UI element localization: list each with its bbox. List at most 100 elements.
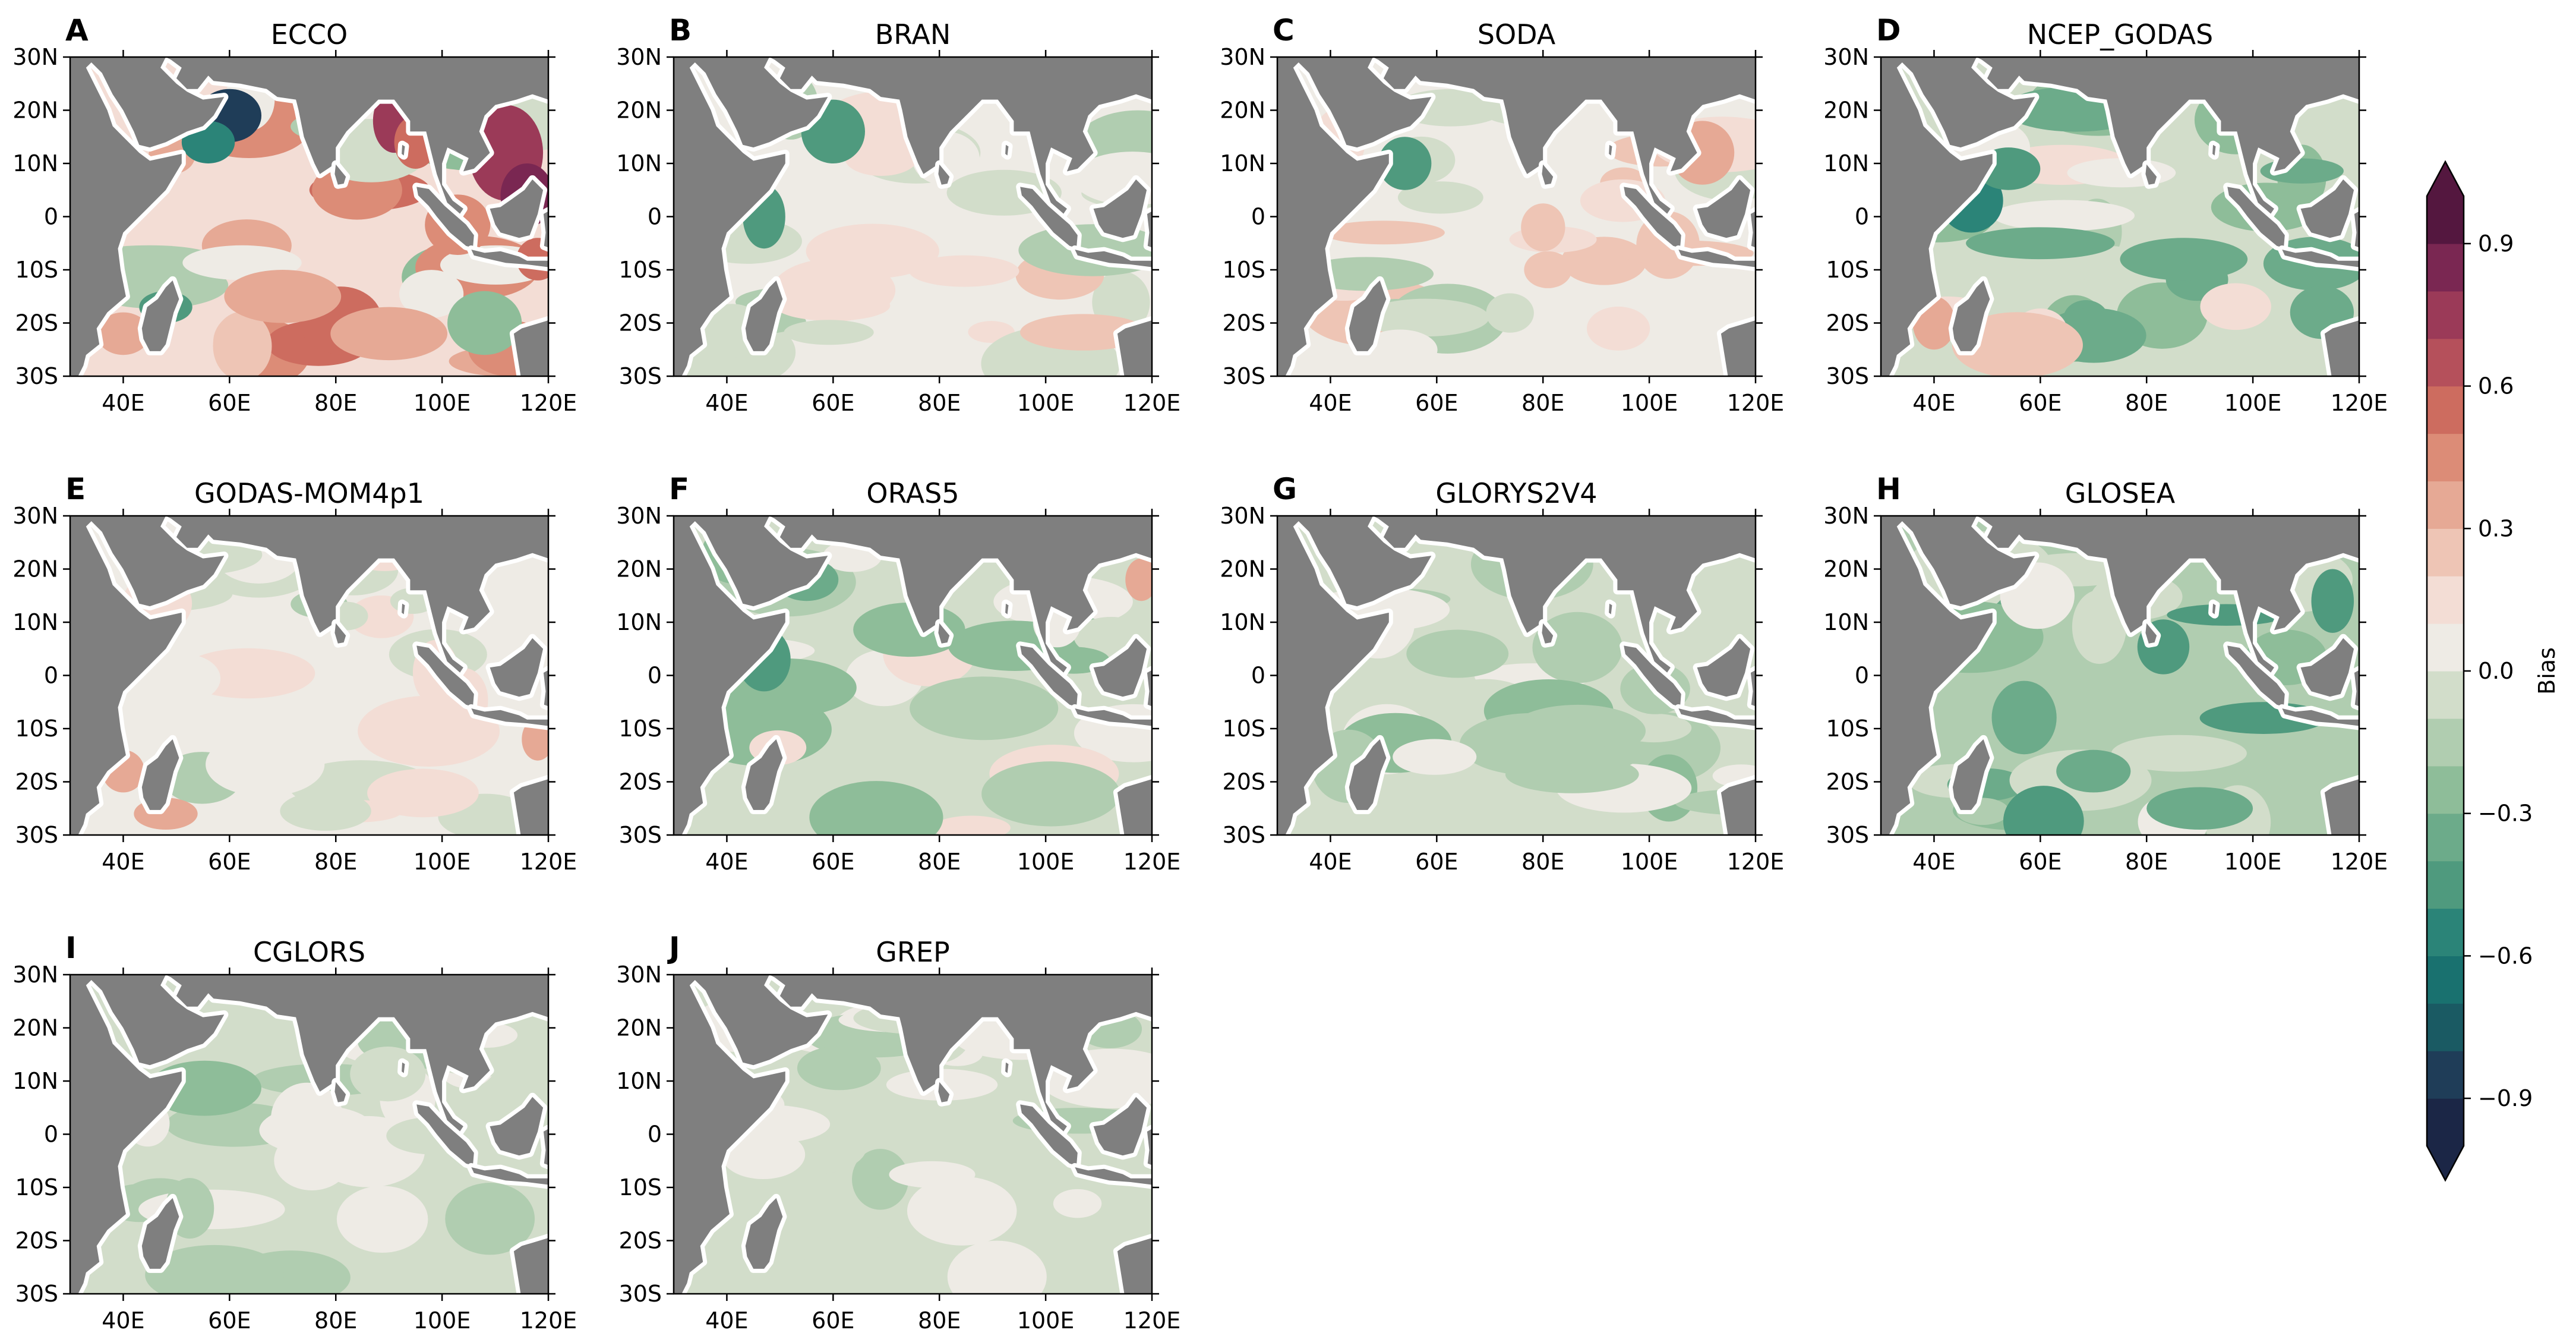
y-tick-label: 10N: [616, 1068, 662, 1094]
bias-contour-patch: [1393, 739, 1477, 775]
island: [1693, 175, 1755, 242]
colorbar-segment: [2427, 481, 2464, 529]
island: [467, 1163, 548, 1189]
panel-title: GODAS-MOM4p1: [194, 477, 424, 509]
x-tick-label: 120E: [1123, 390, 1181, 416]
bias-contour-patch: [1966, 227, 2115, 260]
y-tick-label: 0: [648, 663, 662, 689]
x-tick-label: 40E: [705, 849, 748, 875]
island: [467, 704, 548, 730]
bias-contour-patch: [909, 255, 1019, 287]
island: [397, 140, 409, 160]
colorbar-segment: [2427, 291, 2464, 339]
bias-contour-patch: [772, 259, 896, 322]
island: [397, 1058, 409, 1077]
panel-letter: C: [1273, 13, 1295, 48]
bias-contour-patch: [445, 1183, 535, 1255]
x-tick-label: 120E: [1727, 849, 1785, 875]
island: [485, 634, 548, 701]
x-tick-label: 80E: [1521, 390, 1564, 416]
y-tick-label: 30N: [12, 503, 58, 529]
x-tick-label: 80E: [918, 390, 961, 416]
island: [1538, 160, 1558, 189]
y-tick-label: 10N: [616, 609, 662, 635]
x-tick-label: 60E: [1415, 390, 1458, 416]
bias-contour-patch: [447, 291, 522, 355]
bias-contour-patch: [1459, 713, 1605, 776]
island: [1948, 735, 1994, 814]
bias-contour-patch: [933, 815, 1011, 835]
x-tick-label: 120E: [1123, 1307, 1181, 1334]
colorbar-tick-label: 0.6: [2478, 373, 2514, 399]
y-tick-label: 20N: [1823, 556, 1869, 582]
bias-contour-patch: [797, 1046, 881, 1091]
colorbar-segment: [2427, 1051, 2464, 1099]
island: [2141, 619, 2161, 648]
panel-title: CGLORS: [253, 936, 365, 968]
y-tick-label: 0: [44, 663, 58, 689]
x-tick-label: 60E: [208, 849, 251, 875]
y-tick-label: 20N: [616, 97, 662, 124]
land-mass: [70, 516, 548, 835]
bias-contour-patch: [2200, 283, 2271, 330]
y-tick-label: 10N: [1823, 609, 1869, 635]
island: [2141, 160, 2161, 189]
y-tick-label: 10S: [619, 716, 662, 742]
y-tick-label: 20N: [12, 97, 58, 124]
bias-contour-patch: [2003, 786, 2084, 835]
colorbar-segment: [2427, 813, 2464, 862]
island: [1674, 245, 1756, 272]
colorbar: 0.9 0.6 0.3 0.0 −0.3 −0.6 −0.9 Bias: [2426, 160, 2560, 1182]
y-tick-label: 30N: [616, 44, 662, 70]
panel-letter: I: [65, 931, 77, 965]
x-tick-label: 60E: [2019, 849, 2062, 875]
y-tick-label: 10N: [12, 1068, 58, 1094]
x-tick-label: 100E: [1017, 1307, 1075, 1334]
x-tick-label: 60E: [208, 1307, 251, 1334]
island: [1693, 634, 1755, 701]
x-tick-label: 40E: [102, 390, 144, 416]
panel-title: SODA: [1478, 18, 1556, 51]
x-tick-label: 40E: [1309, 849, 1352, 875]
bias-contour-patch: [2311, 569, 2354, 633]
y-tick-label: 30S: [1826, 363, 1869, 389]
bias-contour-patch: [889, 1161, 976, 1188]
y-tick-label: 0: [44, 1121, 58, 1148]
bias-contour-patch: [852, 1149, 909, 1210]
bias-contour-patch: [845, 140, 918, 176]
y-tick-label: 20N: [1220, 97, 1265, 124]
x-tick-label: 80E: [314, 1307, 357, 1334]
y-tick-label: 20N: [12, 556, 58, 582]
panel-letter: G: [1273, 472, 1297, 506]
bias-contour-patch: [721, 1130, 806, 1180]
panel-title: NCEP_GODAS: [2027, 18, 2213, 51]
bias-contour-patch: [790, 1237, 926, 1265]
colorbar-tick-label: −0.9: [2478, 1085, 2533, 1111]
x-tick-label: 80E: [1521, 849, 1564, 875]
y-tick-label: 10S: [15, 1174, 58, 1200]
colorbar-segment: [2427, 718, 2464, 767]
y-tick-label: 30S: [1826, 822, 1869, 848]
island: [397, 599, 409, 619]
x-tick-label: 100E: [2224, 390, 2282, 416]
colorbar-segment: [2427, 908, 2464, 956]
y-tick-label: 30N: [616, 503, 662, 529]
island: [1113, 316, 1152, 376]
panel-title: GREP: [876, 936, 949, 968]
x-tick-label: 120E: [2331, 390, 2388, 416]
island: [1113, 775, 1152, 835]
y-tick-label: 0: [1251, 663, 1265, 689]
x-tick-label: 80E: [314, 849, 357, 875]
island: [330, 1077, 351, 1107]
bias-contour-patch: [809, 781, 943, 835]
y-tick-label: 30S: [1223, 822, 1265, 848]
y-tick-label: 10N: [12, 609, 58, 635]
island: [1089, 175, 1151, 242]
island: [509, 316, 548, 376]
y-tick-label: 10S: [1826, 257, 1869, 283]
island: [1948, 276, 1994, 355]
land-mass: [674, 57, 1152, 376]
y-tick-label: 20S: [15, 769, 58, 795]
panel-letter: H: [1876, 472, 1901, 506]
colorbar-segment: [2427, 1098, 2464, 1146]
